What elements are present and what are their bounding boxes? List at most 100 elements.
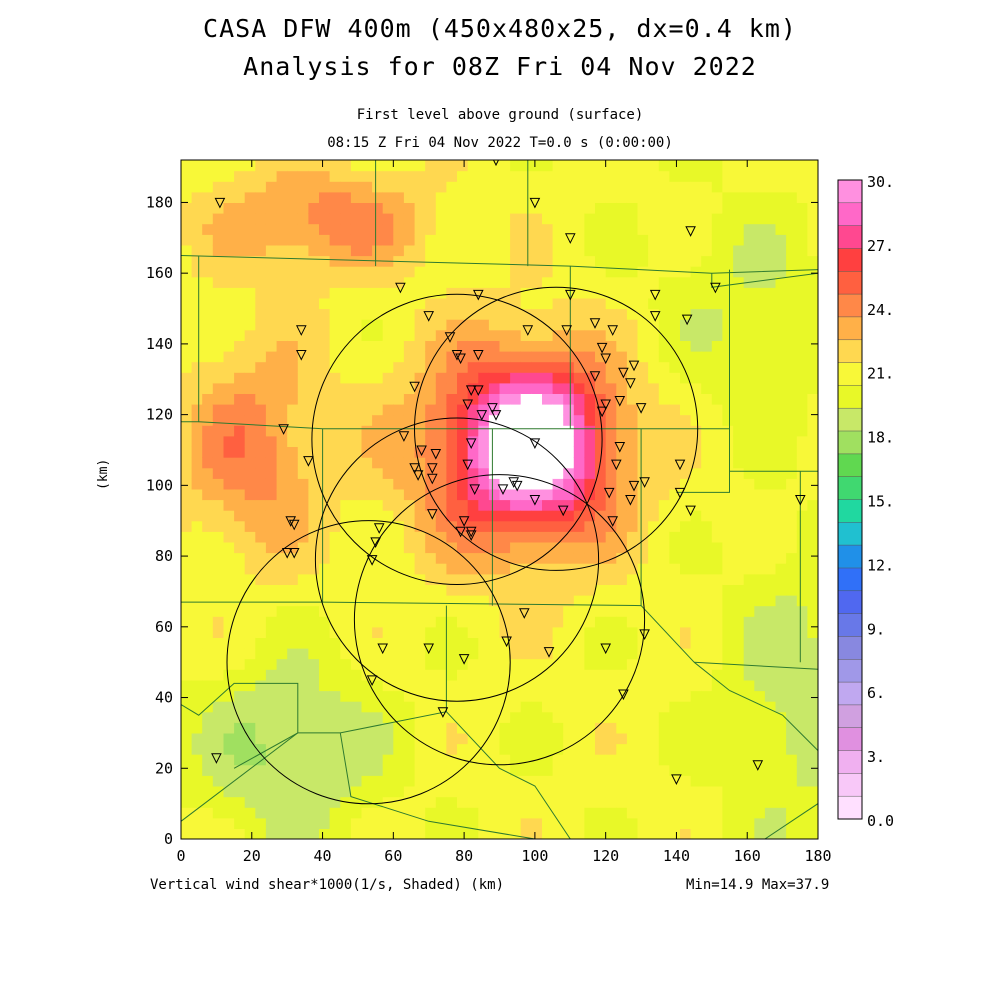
field-cell [680,478,692,490]
colorbar-label: 24. [867,301,894,319]
field-cell [563,732,575,745]
field-cell [372,552,384,564]
field-cell [563,308,575,320]
field-cell [786,616,798,628]
field-cell [520,573,532,585]
y-tick-label: 40 [155,689,173,707]
field-cell [488,425,501,437]
field-cell [340,234,352,246]
field-cell [531,595,543,607]
field-cell [223,595,235,607]
field-cell [584,170,596,182]
field-cell [361,372,373,384]
field-cell [287,404,299,416]
field-cell [265,478,278,490]
field-cell [542,361,554,373]
field-cell [202,213,214,225]
field-cell [372,605,384,617]
field-cell [658,616,670,628]
field-cell [796,817,808,829]
field-cell [478,266,490,278]
field-cell [690,488,702,501]
field-cell [319,414,331,426]
field-cell [807,573,818,585]
field-cell [616,626,628,638]
field-cell [658,679,670,692]
field-cell [435,351,447,363]
field-cell [308,276,320,288]
field-cell [605,807,617,819]
field-cell [382,287,394,299]
field-cell [340,573,352,585]
field-cell [786,266,798,278]
field-cell [648,690,660,702]
field-cell [690,637,702,649]
field-cell [520,488,532,501]
field-cell [584,584,596,596]
field-cell [223,170,235,182]
field-cell [457,297,469,310]
field-cell [796,743,808,755]
field-cell [807,319,818,331]
field-cell [372,191,384,203]
field-cell [743,669,755,681]
field-cell [754,595,766,607]
field-cell [711,648,723,660]
field-cell [244,467,256,479]
field-cell [340,595,352,607]
field-cell [764,584,777,596]
field-cell [733,404,745,416]
field-cell [244,531,256,543]
field-cell [425,701,437,713]
field-cell [743,722,755,734]
field-cell [680,701,692,713]
field-cell [743,446,755,458]
field-cell [403,531,416,543]
field-cell [542,796,554,808]
field-cell [775,775,787,787]
field-cell [287,202,299,214]
field-cell [488,541,501,554]
field-cell [796,351,808,363]
field-cell [319,807,331,819]
field-cell [510,626,522,638]
field-cell [435,764,447,776]
field-cell [595,679,607,692]
field-cell [764,404,777,416]
field-cell [255,266,267,278]
field-cell [616,181,628,193]
field-cell [425,234,437,246]
field-cell [403,510,416,522]
field-cell [234,690,246,702]
field-cell [648,648,660,660]
colorbar-swatch [838,796,862,820]
field-cell [499,520,511,532]
field-cell [520,191,532,203]
field-cell [287,297,299,310]
field-cell [626,786,639,798]
field-cell [276,817,288,829]
field-cell [743,244,755,257]
field-cell [605,244,617,257]
field-cell [552,711,564,723]
field-cell [361,425,373,437]
field-cell [807,786,818,798]
field-cell [764,637,777,649]
field-cell [531,786,543,798]
field-cell [287,478,299,490]
field-cell [457,626,469,638]
field-cell [372,382,384,394]
field-cell [499,701,511,713]
obs-marker [462,399,474,411]
field-cell [552,181,564,193]
field-cell [276,372,288,384]
field-cell [340,319,352,331]
field-cell [403,722,416,734]
field-cell [743,478,755,490]
field-cell [584,648,596,660]
field-cell [435,669,447,681]
field-cell [202,457,214,469]
field-cell [244,255,256,267]
field-cell [297,319,309,331]
field-cell [287,234,299,246]
